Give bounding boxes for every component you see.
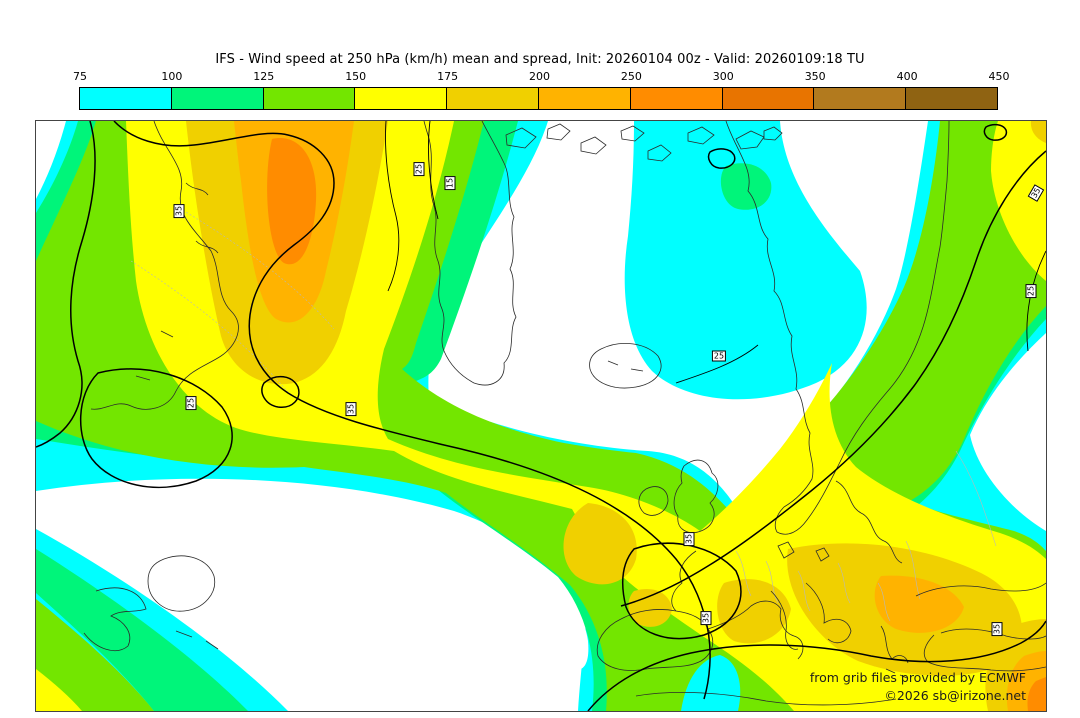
colorbar-tick: 400 xyxy=(896,70,918,83)
attribution-source: from grib files provided by ECMWF xyxy=(809,670,1026,685)
coast-svalbard xyxy=(735,126,783,150)
colorbar-tick: 100 xyxy=(161,70,183,83)
attribution-copyright: ©2026 sb@irizone.net xyxy=(884,688,1026,703)
coast-arctic-islands xyxy=(505,123,715,162)
colorbar-tick: 300 xyxy=(712,70,734,83)
coast-british-isles xyxy=(638,459,719,533)
contour-value-label: 15 xyxy=(444,175,456,191)
page-title: IFS - Wind speed at 250 hPa (km/h) mean … xyxy=(215,52,865,67)
contour-value-label: 35 xyxy=(991,621,1003,637)
map-panel: 35 25 15 25 35 35 35 35 35 25 25 from grib files p… xyxy=(35,120,1047,712)
coast-labrador xyxy=(90,121,239,410)
southwest-corner-bands xyxy=(36,549,248,711)
spread-contours xyxy=(36,121,1046,711)
arctic-cyan-tongue xyxy=(624,121,867,400)
colorbar-tick: 175 xyxy=(437,70,459,83)
coast-iceland xyxy=(589,343,662,389)
colorbar-tick: 250 xyxy=(620,70,642,83)
colorbar-segment xyxy=(171,88,264,109)
coast-western-europe xyxy=(596,550,804,671)
attribution: from grib files provided by ECMWF ©2026 … xyxy=(810,669,1026,705)
contour-value-label: 35 xyxy=(683,531,695,547)
coast-newfoundland xyxy=(83,555,219,651)
coast-baltic xyxy=(777,480,903,564)
colorbar-segment xyxy=(814,88,907,109)
colorbar-tick: 75 xyxy=(73,70,87,83)
colorbar-segment xyxy=(630,88,723,109)
colorbar-tick: 450 xyxy=(988,70,1010,83)
local-minima-pockets xyxy=(541,592,741,711)
colorbar-tick: 350 xyxy=(804,70,826,83)
contour-value-label: 35 xyxy=(173,203,185,219)
contour-value-label: 25 xyxy=(185,395,197,411)
colorbar-tick: 200 xyxy=(529,70,550,83)
colorbar-segment xyxy=(263,88,356,109)
colorbar-segment xyxy=(538,88,631,109)
country-borders xyxy=(735,450,997,622)
wind-speed-map xyxy=(36,121,1046,711)
coast-scandinavia xyxy=(725,121,950,535)
fill-ge250-orange xyxy=(267,138,1046,711)
contour-value-label: 35 xyxy=(700,610,712,626)
colorbar-tick: 125 xyxy=(253,70,275,83)
coast-greenland xyxy=(423,121,517,386)
spread-contours-thin xyxy=(385,121,1046,384)
colorbar-tick-labels: 75 100 125 150 175 200 250 300 350 400 450 xyxy=(73,70,1010,85)
colorbar-segment xyxy=(80,88,172,109)
colorbar-tick: 150 xyxy=(345,70,367,83)
colorbar-segment xyxy=(906,88,997,109)
colorbar-segment xyxy=(355,88,448,109)
colorbar xyxy=(79,87,998,110)
graticule-lines xyxy=(130,205,335,397)
contour-value-label: 25 xyxy=(711,350,727,362)
colorbar-segment xyxy=(722,88,815,109)
contour-value-label: 25 xyxy=(1025,283,1037,299)
colorbar-segment xyxy=(447,88,539,109)
contour-value-label: 25 xyxy=(413,161,425,177)
coastlines xyxy=(83,121,1046,706)
contour-value-label: 35 xyxy=(345,401,357,417)
